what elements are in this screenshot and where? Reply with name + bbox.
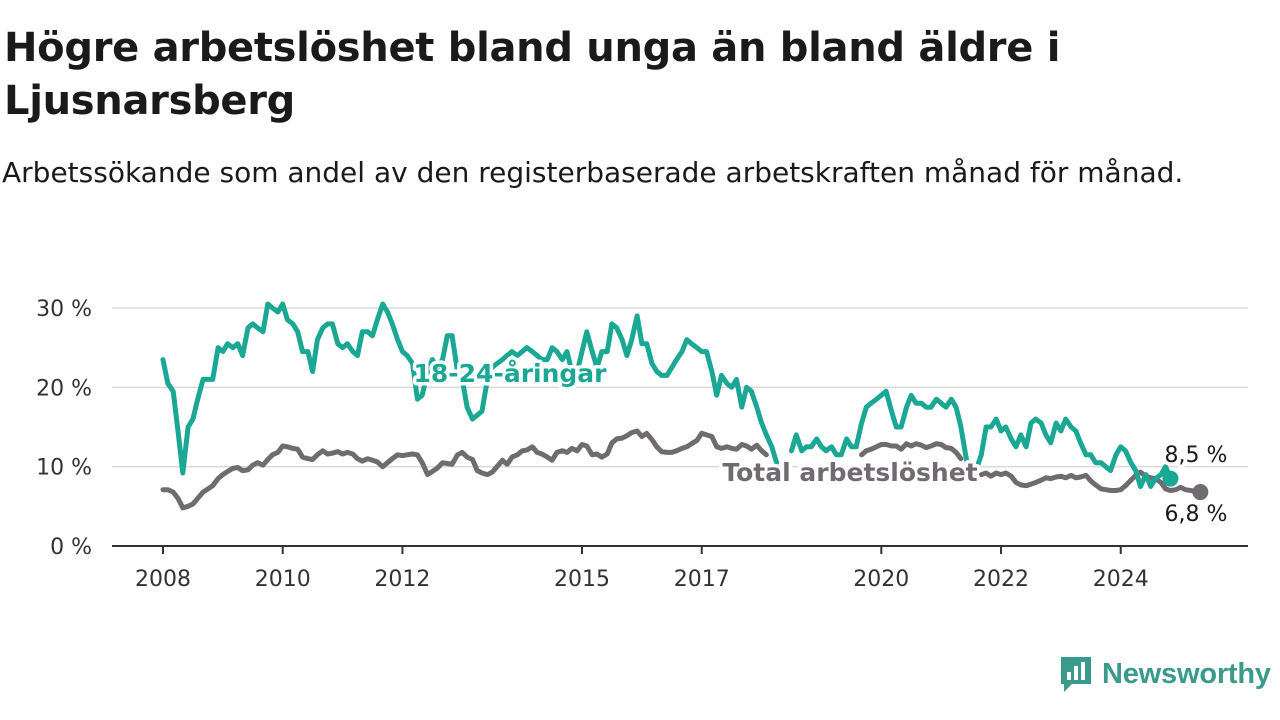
series-endpoint-youth: [1162, 470, 1179, 487]
newsworthy-logo-icon: [1061, 657, 1091, 692]
end-label-youth: 8,5 %: [1165, 443, 1228, 468]
series-label-youth-halo: 18-24-åringar: [414, 359, 608, 388]
series-line-total: [978, 469, 1203, 495]
brand-logo: Newsworthy: [1058, 654, 1271, 694]
series-label-total-halo: Total arbetslöshet: [722, 458, 977, 487]
series-line-total: [160, 428, 769, 511]
series-line-youth: [160, 301, 780, 476]
y-tick-label: 0 %: [50, 535, 92, 560]
y-tick-label: 10 %: [36, 456, 92, 481]
series-line-youth: [789, 388, 1173, 489]
x-tick-label: 2012: [374, 567, 430, 592]
y-gridlines: [112, 307, 1248, 468]
series-label-total: Total arbetslöshet: [722, 458, 977, 487]
end-label-youth-halo: 8,5 %: [1165, 443, 1228, 468]
series-label-youth: 18-24-åringar: [414, 359, 608, 388]
series-line-total: [859, 441, 964, 462]
page-title: Högre arbetslöshet bland unga än bland ä…: [4, 25, 1061, 124]
x-tick-label: 2008: [135, 567, 191, 592]
y-tick-label: 30 %: [36, 297, 92, 322]
y-tick-labels: 0 % 10 % 20 % 30 %: [36, 297, 92, 560]
series-lines: [160, 301, 1209, 511]
x-tick-label: 2022: [973, 567, 1029, 592]
end-label-total-halo: 6,8 %: [1165, 502, 1228, 527]
series-endpoint-total: [1192, 484, 1209, 501]
y-tick-label: 20 %: [36, 376, 92, 401]
x-tick-label: 2010: [255, 567, 311, 592]
end-label-total: 6,8 %: [1165, 502, 1228, 527]
x-tick-label: 2015: [554, 567, 610, 592]
x-tick-label: 2017: [674, 567, 730, 592]
x-tick-label: 2024: [1093, 567, 1149, 592]
brand-name: Newsworthy: [1102, 657, 1271, 690]
page-subtitle: Arbetssökande som andel av den registerb…: [2, 156, 1184, 189]
x-axis: 2008 2010 2012 2015 2017 2020 2022 2024: [112, 545, 1248, 592]
x-tick-label: 2020: [853, 567, 909, 592]
